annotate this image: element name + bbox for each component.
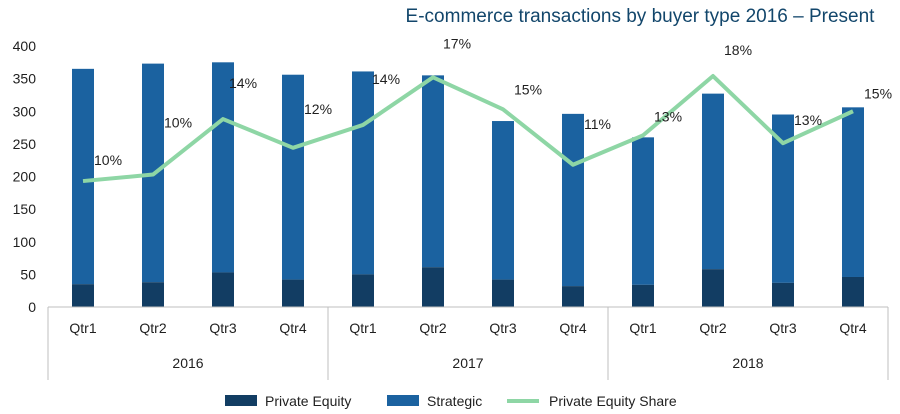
bar-private-equity [282, 279, 304, 307]
bar-strategic [282, 74, 304, 280]
x-group-label: 2018 [732, 355, 763, 371]
share-data-label: 14% [372, 71, 400, 87]
x-category-label: Qtr4 [839, 320, 866, 336]
share-data-label: 17% [443, 35, 471, 51]
share-data-label: 10% [164, 115, 192, 131]
legend: Private Equity Strategic Private Equity Sh… [225, 393, 677, 409]
share-line: 10% 10% 14% 12% 14% 17% 15% 11% 13% 18% 13% 15% [82, 35, 892, 184]
bar-private-equity [352, 274, 374, 307]
bar-private-equity [842, 276, 864, 307]
y-tick-label: 300 [13, 103, 37, 119]
x-category-label: Qtr1 [629, 320, 656, 336]
bar-private-equity [422, 267, 444, 307]
bar-private-equity [212, 272, 234, 307]
x-category-label: Qtr4 [279, 320, 306, 336]
y-tick-label: 200 [13, 169, 37, 185]
y-tick-label: 150 [13, 201, 37, 217]
bar-strategic [842, 107, 864, 277]
x-group-label: 2017 [452, 355, 483, 371]
y-tick-label: 350 [13, 71, 37, 87]
share-data-label: 14% [229, 75, 257, 91]
legend-label: Private Equity [265, 393, 351, 409]
bar-private-equity [562, 286, 584, 307]
y-tick-label: 100 [13, 234, 37, 250]
x-category-label: Qtr3 [769, 320, 796, 336]
y-tick-label: 0 [28, 299, 36, 315]
x-category-label: Qtr1 [69, 320, 96, 336]
chart-title: E-commerce transactions by buyer type 20… [406, 6, 876, 27]
bar-strategic [562, 113, 584, 287]
bar-strategic [212, 62, 234, 273]
bar-strategic [492, 121, 514, 280]
y-tick-label: 50 [20, 266, 36, 282]
bars [72, 62, 864, 307]
legend-label: Strategic [427, 393, 482, 409]
share-data-label: 18% [724, 42, 752, 58]
share-data-label: 15% [864, 85, 892, 101]
bar-strategic [632, 137, 654, 285]
bar-strategic [702, 93, 724, 270]
x-category-label: Qtr3 [489, 320, 516, 336]
y-tick-label: 250 [13, 136, 37, 152]
bar-private-equity [632, 284, 654, 307]
bar-private-equity [492, 279, 514, 307]
bar-strategic [352, 71, 374, 275]
x-category-label: Qtr2 [139, 320, 166, 336]
legend-label: Private Equity Share [549, 393, 677, 409]
bar-strategic [772, 114, 794, 283]
y-axis: 0 50 100 150 200 250 300 350 400 [13, 38, 37, 315]
x-category-label: Qtr4 [559, 320, 586, 336]
legend-swatch [387, 395, 419, 406]
share-data-label: 15% [514, 81, 542, 97]
bar-private-equity [772, 282, 794, 307]
x-category-label: Qtr2 [419, 320, 446, 336]
share-data-label: 11% [584, 116, 611, 132]
bar-private-equity [142, 282, 164, 307]
legend-swatch [225, 395, 257, 406]
x-category-label: Qtr2 [699, 320, 726, 336]
share-line-path [82, 74, 854, 184]
x-axis: Qtr1 Qtr2 Qtr3 Qtr4 Qtr1 Qtr2 Qtr3 Qtr4 Qtr1 Qtr2… [47, 306, 889, 380]
x-category-label: Qtr3 [209, 320, 236, 336]
y-tick-label: 400 [13, 38, 37, 54]
share-data-label: 13% [794, 112, 822, 128]
share-data-label: 12% [304, 101, 332, 117]
share-data-label: 13% [654, 108, 682, 124]
x-group-label: 2016 [172, 355, 203, 371]
bar-private-equity [72, 284, 94, 307]
bar-strategic [422, 75, 444, 268]
bar-private-equity [702, 269, 724, 307]
bar-strategic [72, 68, 94, 285]
share-data-label: 10% [94, 152, 122, 168]
x-category-label: Qtr1 [349, 320, 376, 336]
